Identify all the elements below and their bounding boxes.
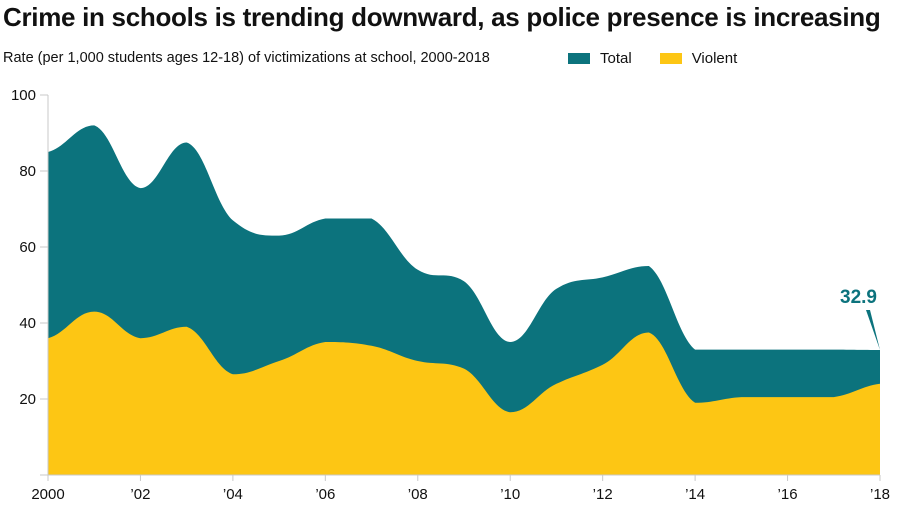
areas-layer: [48, 125, 880, 476]
x-tick-label: ’14: [685, 486, 705, 503]
x-tick-label: ’02: [130, 486, 150, 503]
annotation-pointer: [866, 309, 880, 350]
x-tick-label: ’04: [223, 486, 243, 503]
chart-subtitle: Rate (per 1,000 students ages 12-18) of …: [3, 50, 490, 66]
axes-layer: 20 40 60 80 100 2000 ’02 ’04 ’06 ’08 ’10 ’12 ’14 ’16 ’…: [11, 87, 890, 503]
x-tick-label: ’10: [500, 486, 520, 503]
legend-swatch-total: [568, 53, 590, 64]
y-tick-label: 20: [19, 391, 36, 408]
y-tick-label: 80: [19, 163, 36, 180]
legend-label-violent: Violent: [691, 50, 738, 67]
legend-item-violent: Violent: [659, 50, 738, 67]
x-tick-label: ’18: [870, 486, 890, 503]
x-tick-label: ’12: [593, 486, 613, 503]
y-tick-label: 40: [19, 315, 36, 332]
x-tick-label: ’06: [315, 486, 335, 503]
annotations-layer: 32.9: [840, 287, 880, 350]
x-tick-label: 2000: [31, 486, 64, 503]
x-tick-label: ’16: [778, 486, 798, 503]
legend-swatch-violent: [659, 53, 682, 64]
x-tick-label: ’08: [408, 486, 428, 503]
legend: Total Violent: [568, 50, 765, 67]
annotation-label: 32.9: [840, 287, 877, 308]
area-violent: [48, 311, 880, 475]
y-tick-label: 60: [19, 239, 36, 256]
y-tick-label: 100: [11, 87, 36, 104]
chart-title: Crime in schools is trending downward, a…: [3, 2, 881, 32]
legend-item-total: Total: [568, 50, 632, 67]
legend-label-total: Total: [600, 50, 632, 67]
